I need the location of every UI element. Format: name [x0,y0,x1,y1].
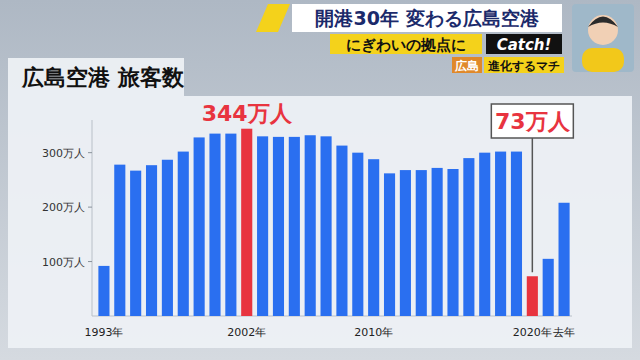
bar [321,136,332,316]
annotation-text: 344万人 [202,101,293,126]
chart-title: 広島空港 旅客数 [21,65,185,90]
y-tick-label: 200万人 [42,201,85,214]
bar [194,137,205,316]
corner-box [484,57,564,73]
bar [98,266,109,316]
chart-panel [8,96,632,348]
bar [225,134,236,316]
region-tag [452,57,482,73]
y-tick-label: 300万人 [42,147,85,160]
x-tick-label: 2002年 [227,326,266,339]
banner-text: 開港30年 変わる広島空港 [315,7,539,29]
bar [463,158,474,316]
avatar-face [588,15,618,45]
annotation-box [491,104,573,138]
annotation-text: 73万人 [495,109,571,134]
background [0,0,640,360]
title-panel [8,58,184,96]
avatar-frame [572,4,634,72]
corner-text: 進化するマチ [487,59,560,73]
x-tick-label: 去年 [553,326,575,339]
bars [98,129,569,316]
y-axis-line [92,120,93,316]
bar [527,276,538,316]
bar [162,160,173,316]
bar [289,137,300,316]
bar [368,159,379,316]
bar [400,170,411,316]
bar [432,168,443,316]
y-tick-label: 100万人 [42,256,85,269]
logo-box [486,34,562,54]
y-tick [88,152,92,153]
bar [543,259,554,316]
bar [241,129,252,316]
bar [305,135,316,316]
avatar-hair [588,17,618,28]
bar [209,134,220,316]
x-tick-label: 2010年 [354,326,393,339]
region-text: 広島 [454,59,479,73]
banner-box [292,4,562,32]
logo-text: Catch! [497,36,552,54]
bar [178,152,189,316]
bar [257,136,268,316]
avatar-body [582,48,624,72]
banner-accent [256,4,290,32]
bar [146,165,157,316]
y-tick [88,261,92,262]
bar [130,171,141,316]
bar [384,173,395,316]
bar [559,203,570,316]
bar [511,152,522,316]
bar [447,169,458,316]
bar [416,170,427,316]
x-tick-label: 2020年 [513,326,552,339]
bar [479,153,490,316]
bar [114,165,125,316]
subtitle-box [330,34,482,54]
bar [495,152,506,316]
y-tick [88,207,92,208]
chart-root: 広島空港 旅客数 開港30年 変わる広島空港にぎわいの拠点に Catch! 広島進化す… [0,0,640,360]
bar [273,137,284,316]
bar [336,146,347,316]
x-tick-label: 1993年 [84,326,123,339]
bar [352,153,363,316]
annotation-pointer [532,138,534,272]
subtitle-text: にぎわいの拠点に [346,36,466,54]
